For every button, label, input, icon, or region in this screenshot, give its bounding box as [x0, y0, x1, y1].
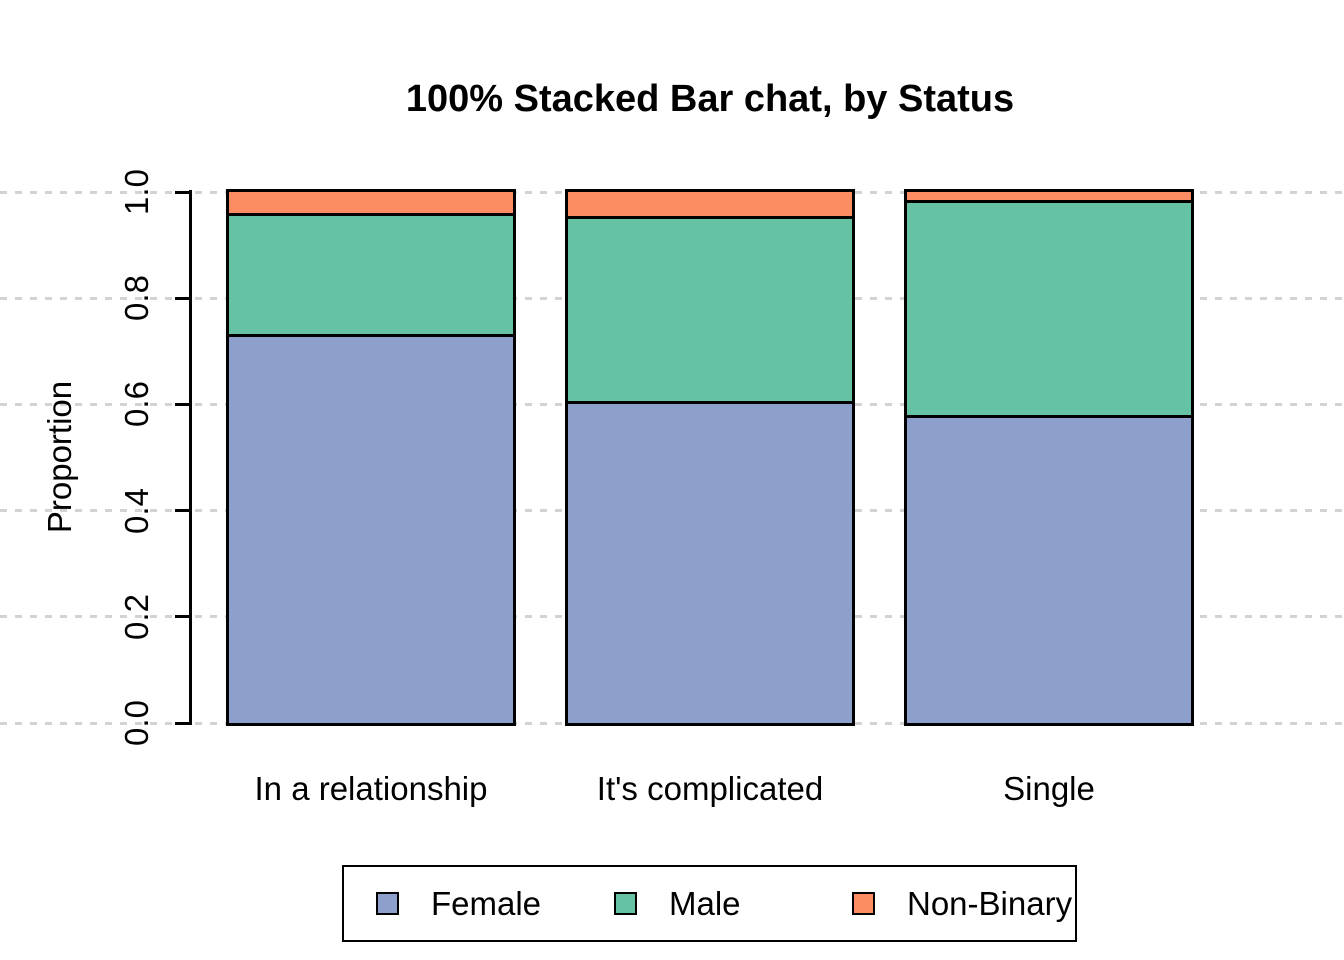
y-axis-tick [175, 402, 189, 406]
legend-swatch-female [376, 892, 399, 915]
legend: Female Male Non-Binary [342, 865, 1077, 942]
y-axis-tick [175, 721, 189, 725]
bar-segment-non-binary [568, 192, 852, 219]
y-tick-label: 0.6 [118, 381, 155, 428]
bar-segment-non-binary [907, 192, 1191, 203]
category-label: It's complicated [596, 770, 824, 807]
y-axis-tick [175, 615, 189, 619]
legend-entry: Female [376, 885, 541, 923]
y-axis-title: Proportion [41, 380, 78, 534]
category-label: Single [1003, 770, 1095, 807]
y-tick-label: 0.8 [118, 275, 155, 322]
bar-segment-non-binary [229, 192, 513, 216]
stacked-bar [904, 189, 1194, 726]
legend-entry: Male [614, 885, 741, 923]
legend-entry: Non-Binary [852, 885, 1072, 923]
y-axis-line [189, 190, 192, 725]
y-axis-tick [175, 296, 189, 300]
bar-segment-male [907, 202, 1191, 419]
category-label: In a relationship [254, 770, 488, 807]
y-tick-label: 1.0 [118, 169, 155, 215]
bar-segment-male [568, 218, 852, 405]
legend-label: Female [431, 884, 542, 922]
bar-segment-female [907, 418, 1191, 723]
y-tick-label: 0.2 [118, 593, 155, 640]
y-axis-tick [175, 190, 189, 194]
legend-swatch-non-binary [852, 892, 875, 915]
y-axis-tick [175, 509, 189, 513]
legend-label: Non-Binary [907, 884, 1073, 922]
y-tick-label: 0.0 [118, 700, 155, 746]
y-tick-label: 0.4 [118, 487, 155, 534]
chart-title: 100% Stacked Bar chat, by Status [405, 78, 1015, 120]
stacked-bar [565, 189, 855, 726]
bar-segment-female [229, 336, 513, 723]
legend-label: Male [669, 884, 741, 922]
bar-segment-male [229, 215, 513, 337]
bar-segment-female [568, 404, 852, 723]
stacked-bar [226, 189, 516, 726]
legend-swatch-male [614, 892, 637, 915]
